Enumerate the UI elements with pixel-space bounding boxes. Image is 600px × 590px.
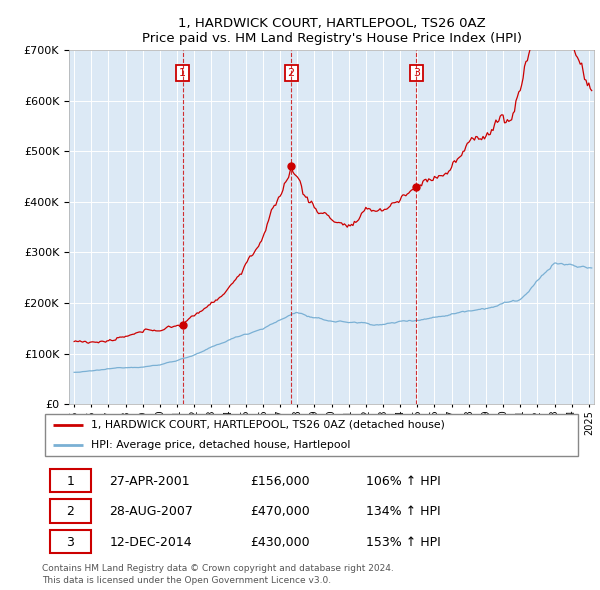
Text: £430,000: £430,000	[250, 536, 310, 549]
Title: 1, HARDWICK COURT, HARTLEPOOL, TS26 0AZ
Price paid vs. HM Land Registry's House : 1, HARDWICK COURT, HARTLEPOOL, TS26 0AZ …	[142, 17, 521, 45]
Text: £156,000: £156,000	[250, 475, 310, 488]
Text: 27-APR-2001: 27-APR-2001	[110, 475, 190, 488]
Text: £470,000: £470,000	[250, 505, 310, 519]
Text: 28-AUG-2007: 28-AUG-2007	[110, 505, 193, 519]
Text: 134% ↑ HPI: 134% ↑ HPI	[366, 505, 440, 519]
Text: HPI: Average price, detached house, Hartlepool: HPI: Average price, detached house, Hart…	[91, 440, 350, 450]
Text: 1, HARDWICK COURT, HARTLEPOOL, TS26 0AZ (detached house): 1, HARDWICK COURT, HARTLEPOOL, TS26 0AZ …	[91, 420, 445, 430]
Text: 106% ↑ HPI: 106% ↑ HPI	[366, 475, 441, 488]
Text: Contains HM Land Registry data © Crown copyright and database right 2024.
This d: Contains HM Land Registry data © Crown c…	[42, 564, 394, 585]
Text: 2: 2	[67, 505, 74, 519]
FancyBboxPatch shape	[50, 529, 91, 553]
Text: 2: 2	[287, 68, 295, 78]
Text: 3: 3	[67, 536, 74, 549]
Text: 12-DEC-2014: 12-DEC-2014	[110, 536, 192, 549]
FancyBboxPatch shape	[50, 499, 91, 523]
FancyBboxPatch shape	[50, 468, 91, 492]
Text: 153% ↑ HPI: 153% ↑ HPI	[366, 536, 441, 549]
FancyBboxPatch shape	[45, 414, 578, 457]
Text: 1: 1	[179, 68, 186, 78]
Text: 1: 1	[67, 475, 74, 488]
Text: 3: 3	[413, 68, 420, 78]
